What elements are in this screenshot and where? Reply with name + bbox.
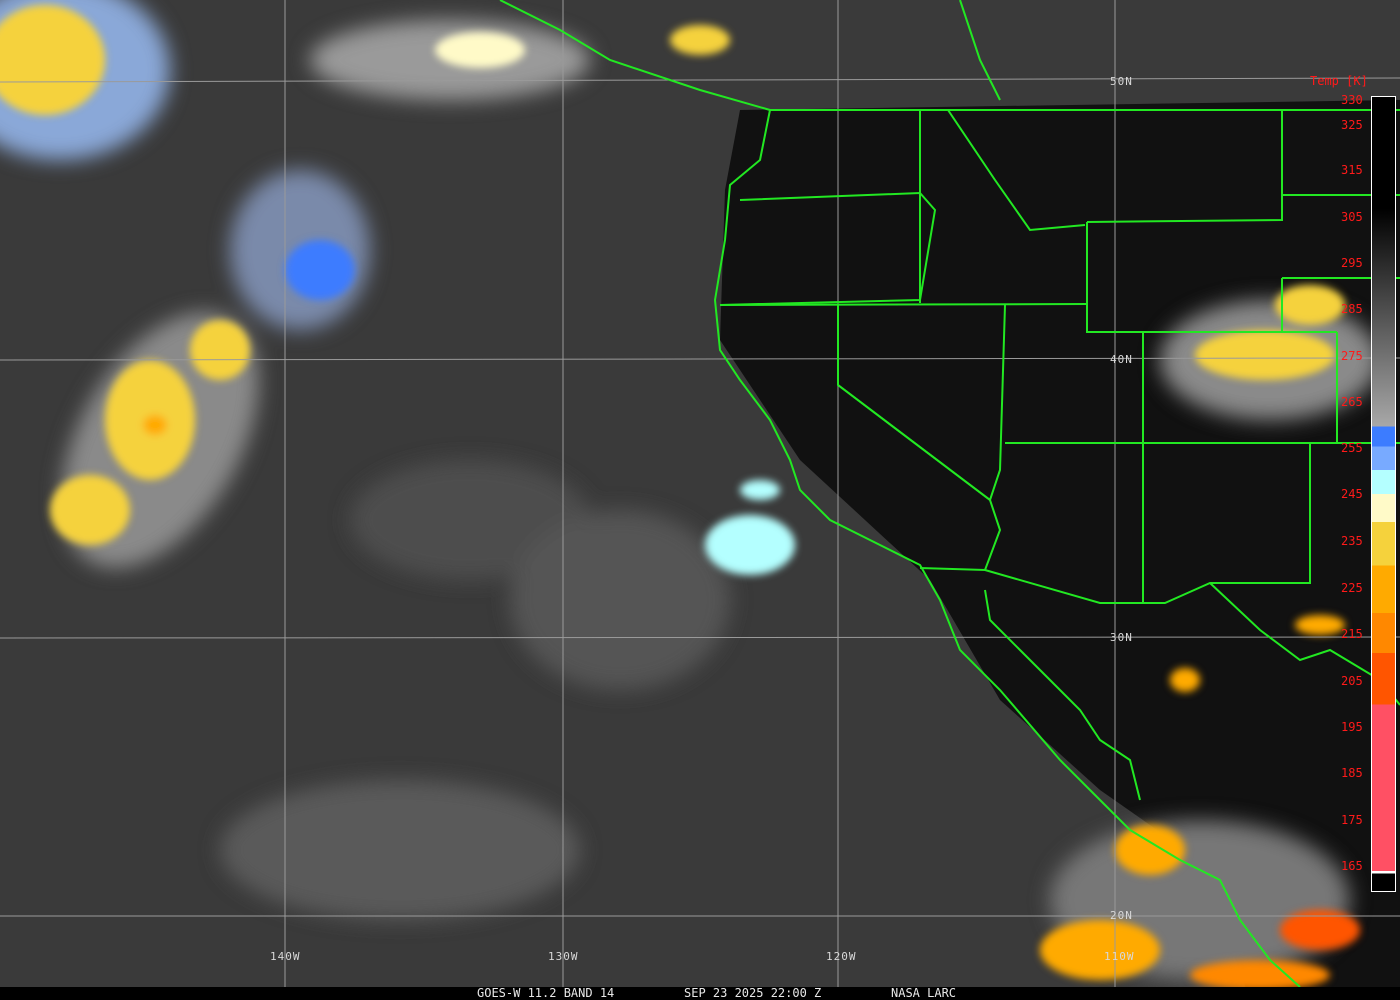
- cold-cloud-tops: [0, 5, 1360, 990]
- colorbar-tick-label: 315: [1341, 163, 1363, 177]
- cloud-layer: [0, 0, 1380, 980]
- colorbar-tick-label: 325: [1341, 118, 1363, 132]
- credit: NASA LARC: [891, 986, 957, 1000]
- colorbar-tick-label: 330: [1341, 93, 1363, 107]
- colorbar-tick-label: 175: [1341, 813, 1363, 827]
- colorbar-tick-label: 225: [1341, 581, 1363, 595]
- temperature-colorbar: [1371, 96, 1396, 892]
- lon-label-120w: 120W: [826, 950, 857, 963]
- colorbar-tick-label: 185: [1341, 766, 1363, 780]
- lat-label-30n: 30N: [1110, 631, 1133, 644]
- coastline: [499, 0, 1301, 988]
- colorbar-tick-label: 195: [1341, 720, 1363, 734]
- colorbar-tick-label: 255: [1341, 441, 1363, 455]
- lon-label-130w: 130W: [548, 950, 579, 963]
- colorbar-tick-label: 165: [1341, 859, 1363, 873]
- baja-coast: [984, 589, 1141, 801]
- lon-label-140w: 140W: [270, 950, 301, 963]
- colorbar-title: Temp [K]: [1310, 74, 1368, 88]
- colorbar-tick-label: 295: [1341, 256, 1363, 270]
- image-caption-bar: GOES-W 11.2 BAND 14 SEP 23 2025 22:00 Z …: [0, 987, 1400, 1000]
- lat-label-40n: 40N: [1110, 353, 1133, 366]
- colorbar-tick-label: 275: [1341, 349, 1363, 363]
- lat-label-50n: 50N: [1110, 75, 1133, 88]
- colorbar-tick-label: 285: [1341, 302, 1363, 316]
- colorbar-tick-label: 305: [1341, 210, 1363, 224]
- timestamp: SEP 23 2025 22:00 Z: [684, 986, 822, 1000]
- satellite-band: GOES-W 11.2 BAND 14: [477, 986, 615, 1000]
- lon-label-110w: 110W: [1104, 950, 1135, 963]
- political-borders: [499, 0, 1400, 988]
- colorbar-tick-label: 265: [1341, 395, 1363, 409]
- colorbar-tick-label: 235: [1341, 534, 1363, 548]
- colorbar-tick-label: 215: [1341, 627, 1363, 641]
- lat-label-20n: 20N: [1110, 909, 1133, 922]
- colorbar-tick-label: 245: [1341, 487, 1363, 501]
- colorbar-tick-label: 205: [1341, 674, 1363, 688]
